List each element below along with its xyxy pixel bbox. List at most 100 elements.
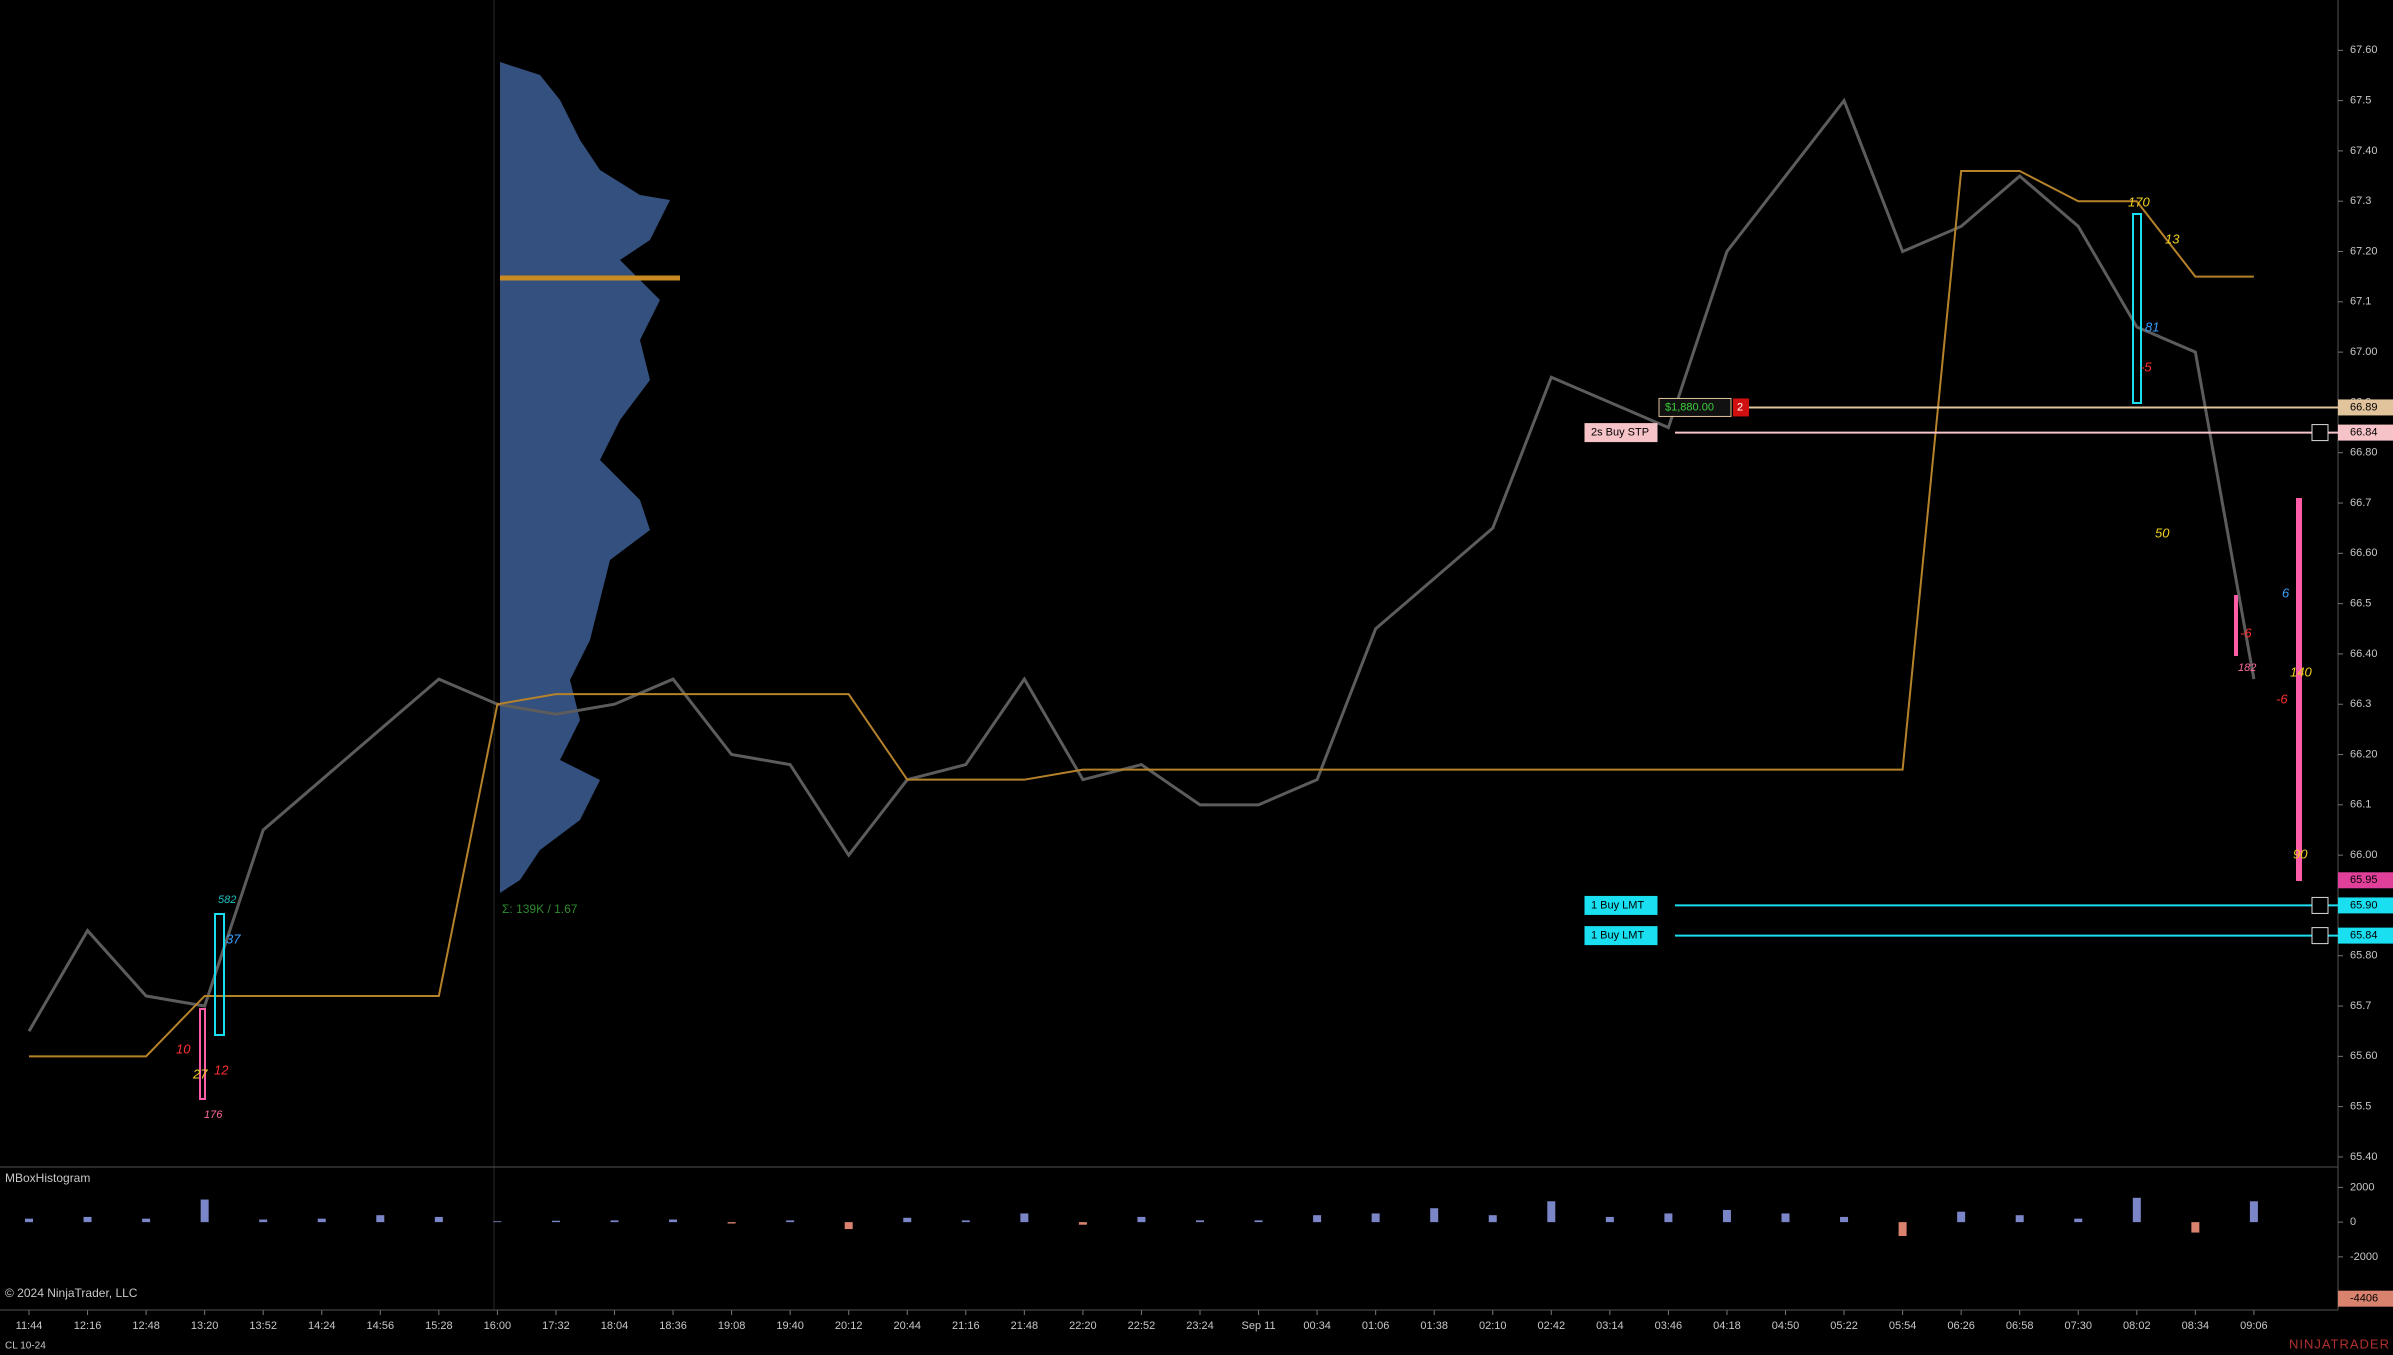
profile-label: Σ: 139K / 1.67 [502, 902, 578, 916]
x-tick-label: 22:20 [1069, 1320, 1097, 1332]
histogram-bar [1313, 1215, 1322, 1223]
histogram-bar [1605, 1216, 1614, 1223]
x-tick-label: 09:06 [2240, 1320, 2268, 1332]
y-tick-label: 65.40 [2350, 1151, 2378, 1163]
histogram-bar [1840, 1216, 1849, 1223]
x-tick-label: 13:20 [191, 1320, 219, 1332]
brand: NINJATRADER [2289, 1336, 2390, 1351]
histogram-bar [2015, 1215, 2024, 1223]
indicator-tick-label: -2000 [2350, 1251, 2378, 1263]
y-tick-label: 66.00 [2350, 849, 2378, 861]
y-tick-label: 66.60 [2350, 547, 2378, 559]
order-qty: 2 [1737, 401, 1743, 413]
y-tick-label: 66.80 [2350, 447, 2378, 459]
x-tick-label: 01:38 [1420, 1320, 1448, 1332]
annotation: 10 [176, 1041, 191, 1056]
x-tick-label: 14:24 [308, 1320, 336, 1332]
histogram-bar [317, 1218, 326, 1223]
box [2132, 213, 2142, 404]
x-tick-label: 21:48 [1011, 1320, 1039, 1332]
annotation: 12 [214, 1062, 229, 1077]
histogram-bar [669, 1219, 678, 1223]
x-tick-label: 20:12 [835, 1320, 863, 1332]
x-tick-label: 01:06 [1362, 1320, 1390, 1332]
histogram-bar [786, 1220, 795, 1223]
y-tick-label: 66.40 [2350, 648, 2378, 660]
order-qty-box [1733, 398, 1749, 417]
x-tick-label: 05:54 [1889, 1320, 1917, 1332]
y-tick-label: 66.3 [2350, 698, 2371, 710]
histogram-bar [903, 1217, 912, 1223]
annotation: 182 [2238, 662, 2256, 674]
y-tick-label: 67.3 [2350, 195, 2371, 207]
indicator-title: MBoxHistogram [5, 1171, 90, 1185]
histogram-bar [727, 1222, 736, 1224]
x-tick-label: 18:36 [659, 1320, 687, 1332]
histogram-bar [1547, 1201, 1556, 1223]
annotation: 81 [2145, 319, 2159, 334]
annotation: 170 [2128, 194, 2150, 209]
indicator-marker-label: -4406 [2350, 1293, 2378, 1305]
histogram-bar [493, 1221, 502, 1223]
histogram-bar [2249, 1201, 2258, 1223]
x-tick-label: 17:32 [542, 1320, 570, 1332]
x-tick-label: 08:02 [2123, 1320, 2151, 1332]
order-tag [1658, 397, 1732, 417]
histogram-bar [1664, 1213, 1673, 1223]
x-tick-label: 23:24 [1186, 1320, 1214, 1332]
x-tick-label: 05:22 [1830, 1320, 1858, 1332]
order-label: $1,880.00 [1665, 401, 1714, 413]
indicator-marker [2338, 1290, 2393, 1307]
price-marker-label: 66.84 [2350, 427, 2378, 439]
price-marker-label: 66.89 [2350, 401, 2378, 413]
order-tag [1584, 423, 1658, 443]
histogram-bar [1020, 1213, 1029, 1223]
annotation: 37 [226, 931, 241, 946]
x-tick-label: 12:16 [74, 1320, 102, 1332]
order-tag [1584, 926, 1658, 946]
histogram-bar [200, 1199, 209, 1223]
indicator-tick-label: 0 [2350, 1216, 2356, 1228]
y-tick-label: 66.20 [2350, 748, 2378, 760]
x-tick-label: 04:18 [1713, 1320, 1741, 1332]
x-tick-label: 02:10 [1479, 1320, 1507, 1332]
order-label: 2s Buy STP [1591, 427, 1649, 439]
copyright: © 2024 NinjaTrader, LLC [5, 1286, 138, 1300]
annotation: -5 [2140, 359, 2152, 374]
close-button [2311, 424, 2329, 442]
price-line [29, 170, 2254, 1058]
histogram-bar [83, 1216, 92, 1223]
x-tick-label: 21:16 [952, 1320, 980, 1332]
annotation: 50 [2155, 525, 2170, 540]
price-marker-label: 65.95 [2350, 874, 2378, 886]
histogram-bar [1254, 1220, 1263, 1223]
histogram-bar [142, 1218, 151, 1223]
price-marker [2338, 424, 2393, 441]
close-button [2311, 927, 2329, 945]
y-tick-label: 65.5 [2350, 1101, 2371, 1113]
histogram-bar [2074, 1218, 2083, 1223]
volume-profile [500, 62, 670, 893]
price-marker [2338, 399, 2393, 416]
x-tick-label: 11:44 [16, 1320, 43, 1332]
x-tick-label: Sep 11 [1242, 1320, 1276, 1332]
indicator-tick-label: 2000 [2350, 1181, 2374, 1193]
box [2234, 595, 2238, 656]
order-tag [1584, 895, 1658, 915]
annotation: 6 [2282, 585, 2290, 600]
box [199, 1008, 206, 1100]
histogram-bar [1722, 1209, 1731, 1223]
price-line [27, 97, 2256, 1032]
x-tick-label: 19:08 [718, 1320, 746, 1332]
x-tick-label: 03:46 [1655, 1320, 1683, 1332]
annotation: 140 [2290, 664, 2312, 679]
price-marker-label: 65.84 [2350, 930, 2378, 942]
y-tick-label: 66.1 [2350, 799, 2371, 811]
x-tick-label: 03:14 [1596, 1320, 1624, 1332]
instrument: CL 10-24 [5, 1341, 46, 1352]
price-marker [2338, 897, 2393, 914]
x-tick-label: 06:26 [1947, 1320, 1975, 1332]
histogram-bar [1430, 1208, 1439, 1223]
x-tick-label: 12:48 [132, 1320, 160, 1332]
